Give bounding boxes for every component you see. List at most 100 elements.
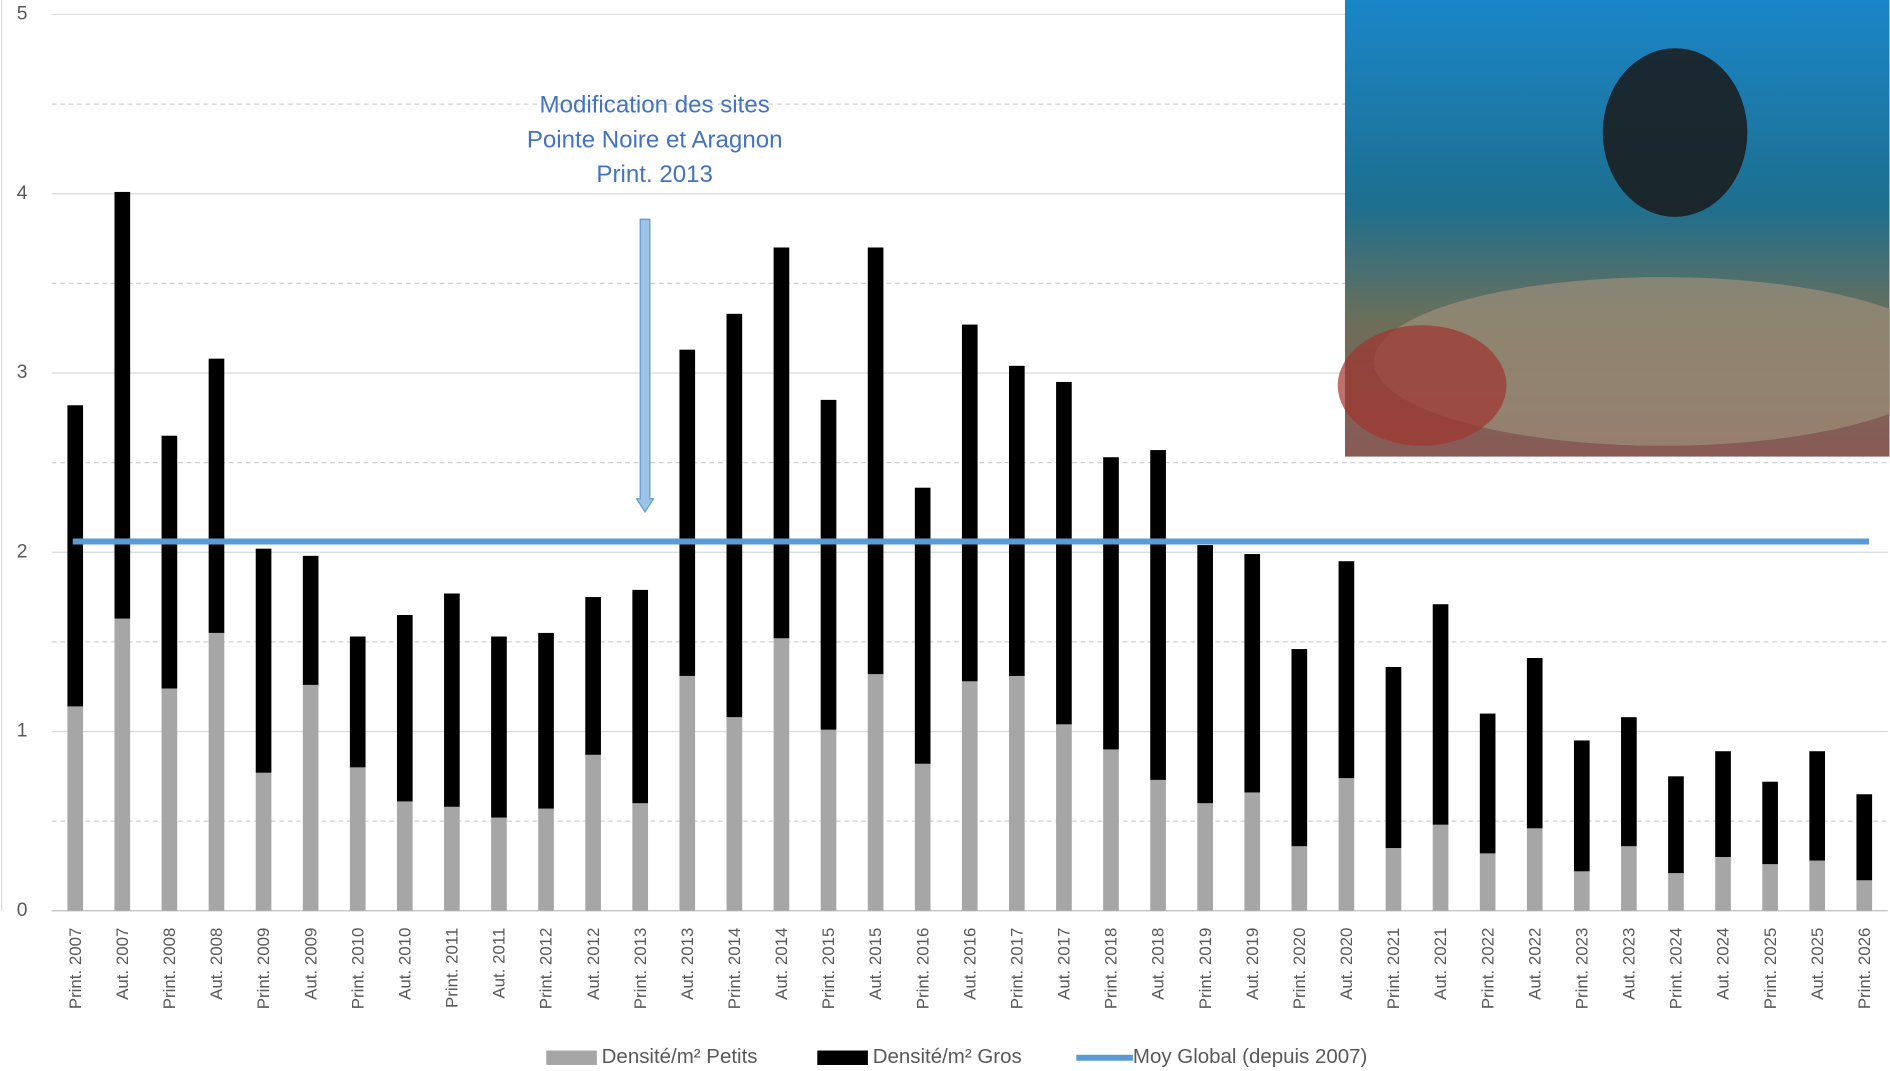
bar-segment — [208, 632, 225, 911]
x-tick-label: Print. 2024 — [1667, 928, 1686, 1010]
bar-segment — [773, 638, 790, 911]
x-tick-label: Aut. 2020 — [1337, 928, 1356, 1000]
x-tick-label: Aut. 2022 — [1525, 928, 1544, 1000]
y-tick-label: 0 — [17, 900, 28, 921]
bar-segment — [1809, 860, 1826, 911]
photo-reef — [1373, 277, 1890, 446]
bar-segment — [491, 817, 507, 911]
bar-segment — [1573, 740, 1590, 872]
bar-segment — [1244, 792, 1261, 911]
x-tick-label: Print. 2015 — [819, 928, 838, 1010]
bar-segment — [1809, 751, 1826, 861]
bar-segment — [1621, 846, 1637, 911]
bar-segment — [914, 763, 931, 911]
bar-segment — [726, 717, 743, 911]
x-tick-label: Aut. 2016 — [960, 928, 979, 1000]
x-tick-label: Print. 2018 — [1102, 928, 1121, 1010]
bar-segment — [726, 313, 743, 718]
x-tick-label: Print. 2016 — [913, 928, 932, 1010]
bar-segment — [1762, 781, 1778, 865]
x-tick-label: Aut. 2017 — [1055, 928, 1074, 1000]
bar-segment — [255, 548, 272, 773]
bar-segment — [1526, 658, 1543, 829]
annotation: Modification des sites Pointe Noire et A… — [527, 91, 783, 514]
legend-label: Densité/m² Petits — [602, 1045, 758, 1068]
x-tick-label: Print. 2021 — [1384, 928, 1403, 1010]
bar-segment — [444, 806, 460, 911]
x-tick-label: Aut. 2013 — [678, 928, 697, 1000]
bar-segment — [820, 399, 837, 730]
bar-segment — [67, 405, 84, 707]
bar-segment — [114, 191, 131, 619]
legend-label: Moy Global (depuis 2007) — [1133, 1045, 1367, 1068]
bar-segment — [396, 801, 413, 911]
bar-segment — [1385, 666, 1402, 849]
y-tick-label: 3 — [17, 362, 28, 383]
bar-segment — [585, 754, 601, 911]
bar-segment — [1432, 824, 1449, 911]
bar-segment — [161, 435, 178, 689]
bar-segment — [1056, 381, 1072, 725]
x-tick-label: Aut. 2024 — [1714, 928, 1733, 1000]
x-tick-label: Print. 2017 — [1007, 928, 1026, 1010]
bar-segment — [1338, 778, 1355, 911]
x-tick-label: Print. 2025 — [1761, 928, 1780, 1010]
x-tick-label: Print. 2007 — [66, 928, 85, 1010]
bar-segment — [1056, 724, 1072, 911]
bar-segment — [67, 706, 84, 911]
bar-segment — [255, 772, 272, 911]
bar-segment — [867, 674, 884, 911]
bar-segment — [961, 681, 978, 911]
legend-swatch — [817, 1050, 868, 1065]
bar-segment — [1715, 751, 1731, 857]
bar-segment — [1762, 864, 1778, 911]
x-tick-label: Aut. 2021 — [1431, 928, 1450, 1000]
x-tick-label: Aut. 2007 — [113, 928, 132, 1000]
plot-area: 0 1 2 3 4 5 Print. 2007 Aut. 2007 Print. 2008 Aut… — [1, 0, 1888, 1010]
bar-segment — [1291, 846, 1308, 911]
bar-segment — [914, 487, 931, 764]
x-tick-label: Print. 2008 — [160, 928, 179, 1010]
bar-segment — [1385, 848, 1402, 911]
bar-segment — [302, 555, 319, 685]
bar-segment — [349, 636, 366, 768]
x-tick-label: Aut. 2023 — [1620, 928, 1639, 1000]
x-tick-label: Aut. 2008 — [207, 928, 226, 1000]
bar-segment — [538, 808, 554, 911]
bar-segment — [679, 349, 696, 676]
bar-segment — [1009, 365, 1025, 676]
x-tick-label: Print. 2013 — [631, 928, 650, 1010]
x-tick-label: Print. 2011 — [443, 928, 462, 1008]
bar-segment — [1715, 856, 1731, 911]
x-tick-label: Aut. 2011 — [490, 928, 509, 999]
bar-segment — [349, 767, 366, 911]
bar-segment — [114, 618, 131, 911]
x-tick-label: Aut. 2010 — [395, 928, 414, 1000]
bar-segment — [1573, 871, 1590, 911]
bar-segment — [867, 247, 884, 675]
bar-segment — [302, 684, 319, 911]
x-tick-label: Aut. 2025 — [1808, 928, 1827, 1000]
y-tick-label: 2 — [17, 541, 28, 562]
x-tick-label: Print. 2010 — [348, 928, 367, 1010]
bar-segment — [538, 632, 554, 809]
bar-segment — [1150, 779, 1166, 911]
bar-segment — [1668, 776, 1684, 874]
x-tick-label: Aut. 2015 — [866, 928, 885, 1000]
bar-segment — [585, 597, 601, 755]
bar-segment — [1103, 457, 1119, 750]
x-tick-label: Print. 2012 — [537, 928, 556, 1010]
x-tick-label: Print. 2009 — [254, 928, 273, 1010]
photo — [1337, 0, 1890, 457]
bar-segment — [1338, 561, 1355, 779]
annotation-text: Pointe Noire et Aragnon — [527, 126, 783, 153]
bar-segment — [208, 358, 225, 633]
photo-algae — [1337, 325, 1507, 446]
bar-segment — [1197, 545, 1213, 804]
bar-segment — [491, 636, 507, 818]
bar-segment — [632, 803, 649, 911]
legend-swatch — [546, 1050, 597, 1065]
bar-segment — [679, 675, 696, 911]
